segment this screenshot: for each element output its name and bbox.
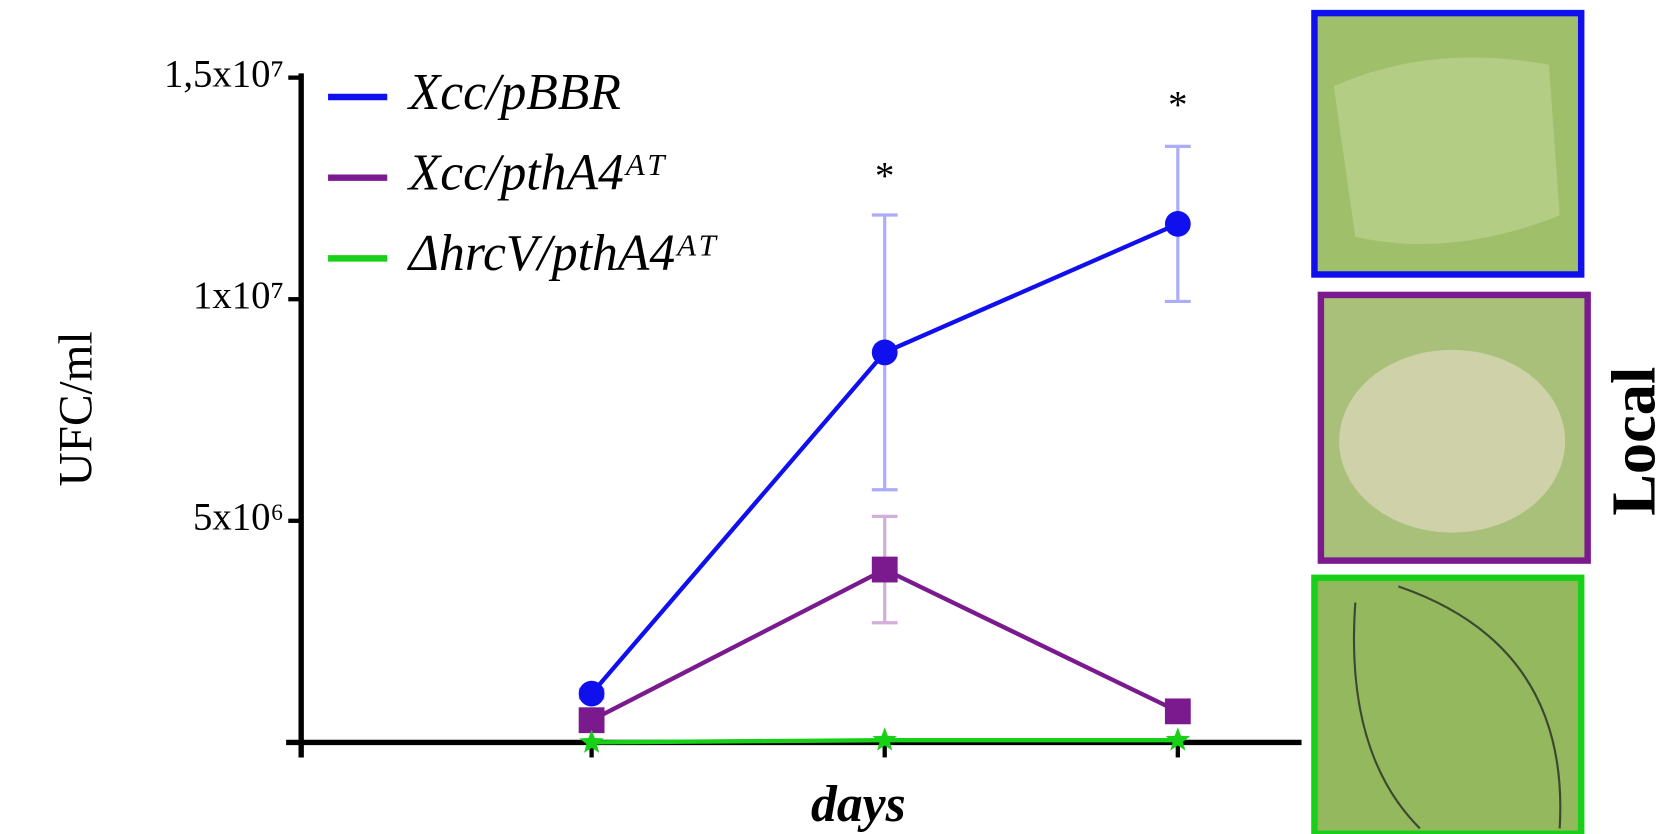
data-point: [1165, 211, 1191, 237]
annotation: *: [875, 154, 894, 197]
data-point: [579, 681, 605, 707]
annotation: *: [1168, 84, 1187, 127]
y-tick-label: 5x10⁶: [193, 496, 284, 539]
x-axis-label: days: [811, 776, 906, 833]
y-tick-label: 1,5x10⁷: [164, 53, 284, 96]
data-point: [872, 339, 898, 365]
leaf-patch: [1339, 350, 1565, 533]
legend-label: ΔhrcV/pthA4ᴬᵀ: [407, 225, 719, 282]
data-point: [579, 707, 605, 733]
leaf-photos: [1314, 13, 1587, 834]
chart: Local UFC/ml days 5x10⁶ 1x10⁷ 1,5x10⁷ Xcc/p…: [0, 0, 1678, 834]
panel-label: Local: [1600, 367, 1669, 516]
legend-label: Xcc/pBBR: [407, 64, 621, 121]
leaf-patch: [1334, 58, 1560, 244]
y-axis-label: UFC/ml: [51, 331, 103, 486]
data-point: [872, 557, 898, 583]
y-tick-label: 1x10⁷: [193, 274, 284, 317]
legend-label: Xcc/pthA4ᴬᵀ: [407, 145, 667, 202]
data-point: [1165, 698, 1191, 724]
